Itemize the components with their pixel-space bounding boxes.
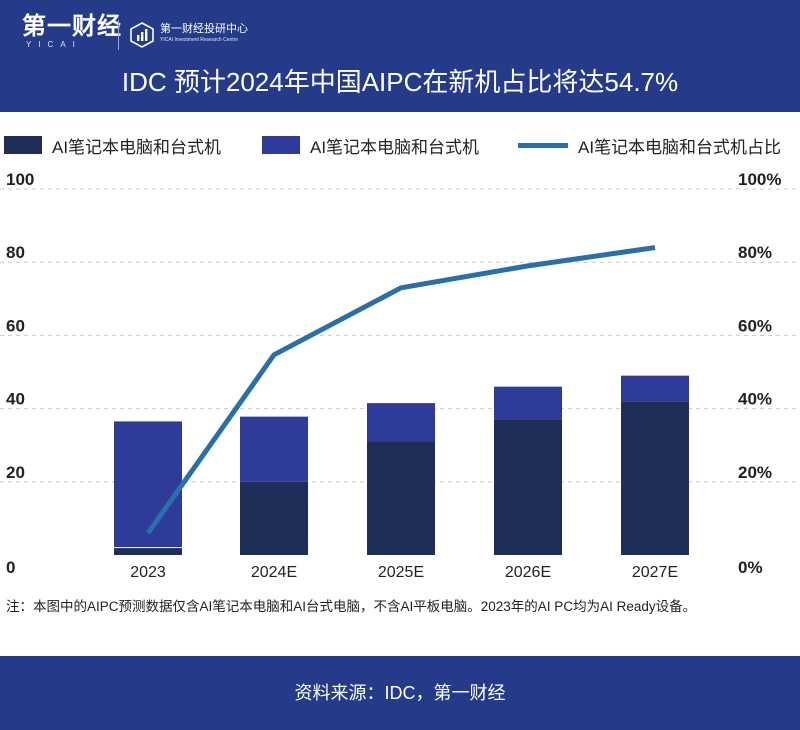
research-centre-en: YICAI Investment Research Centre xyxy=(160,37,239,43)
x-tick-label: 2025E xyxy=(378,564,424,581)
bar-ai-ready-segment xyxy=(114,421,182,548)
legend-swatch-dark xyxy=(4,136,42,154)
y-left-tick-label: 80 xyxy=(6,243,25,262)
y-right-tick-label: 0% xyxy=(738,558,763,577)
bar-ai-segment xyxy=(114,547,182,555)
x-tick-label: 2023 xyxy=(130,564,166,581)
source-text: 资料来源：IDC，第一财经 xyxy=(294,683,506,703)
brand-sub-text: YICAI xyxy=(26,40,82,49)
bar-ai-segment xyxy=(240,481,308,555)
research-centre-name: 第一财经投研中心 YICAI Investment Research Centr… xyxy=(160,22,248,44)
bar-ai-segment xyxy=(367,441,435,555)
y-right-tick-label: 20% xyxy=(738,463,772,482)
legend-label-dark: AI笔记本电脑和台式机 xyxy=(52,137,222,157)
legend-swatch-line xyxy=(518,142,568,148)
legend-item-light-bar: AI笔记本电脑和台式机 xyxy=(262,134,480,157)
x-tick-label: 2024E xyxy=(251,564,297,581)
bar-ai-ready-segment xyxy=(367,403,435,442)
legend-item-dark-bar: AI笔记本电脑和台式机 xyxy=(4,134,222,157)
y-left-tick-label: 100 xyxy=(6,170,34,189)
yicai-logo: 第一财经 YICAI xyxy=(22,14,122,50)
logo-divider xyxy=(118,20,119,50)
y-left-tick-label: 40 xyxy=(6,390,25,409)
legend-label-light: AI笔记本电脑和台式机 xyxy=(310,137,480,157)
y-left-tick-label: 0 xyxy=(6,558,15,577)
chart-note: 注：本图中的AIPC预测数据仅含AI笔记本电脑和AI台式电脑，不含AI平板电脑。… xyxy=(6,599,697,614)
footer-banner: 资料来源：IDC，第一财经 xyxy=(0,656,800,730)
legend-label-line: AI笔记本电脑和台式机占比 xyxy=(578,137,782,157)
bar-ai-ready-segment xyxy=(621,375,689,402)
y-left-tick-label: 60 xyxy=(6,316,25,335)
research-centre-icon xyxy=(130,22,154,48)
legend-item-line: AI笔记本电脑和台式机占比 xyxy=(518,134,782,157)
x-tick-label: 2026E xyxy=(505,564,551,581)
research-centre-cn: 第一财经投研中心 xyxy=(160,23,248,35)
y-right-tick-label: 100% xyxy=(738,170,781,189)
brand-main-text: 第一财经 xyxy=(22,13,122,40)
bar-ai-ready-segment xyxy=(240,416,308,482)
y-right-tick-label: 40% xyxy=(738,390,772,409)
bar-ai-segment xyxy=(621,401,689,555)
y-left-tick-label: 20 xyxy=(6,463,25,482)
x-tick-label: 2027E xyxy=(632,564,678,581)
chart-area: 0 20 40 60 80 100 0% 20% 40% 60% 80% 100% 2023 2024E 2… xyxy=(0,170,800,581)
bar-ai-segment xyxy=(494,419,562,555)
header-banner: 第一财经 YICAI 第一财经投研中心 YICAI Investment Res… xyxy=(0,0,800,112)
bar-ai-ready-segment xyxy=(494,386,562,420)
y-right-tick-label: 60% xyxy=(738,316,772,335)
legend-swatch-light xyxy=(262,136,300,154)
chart-legend: AI笔记本电脑和台式机 AI笔记本电脑和台式机 AI笔记本电脑和台式机占比 xyxy=(0,134,800,157)
chart-title: IDC 预计2024年中国AIPC在新机占比将达54.7% xyxy=(121,67,679,97)
y-right-tick-label: 80% xyxy=(738,243,772,262)
